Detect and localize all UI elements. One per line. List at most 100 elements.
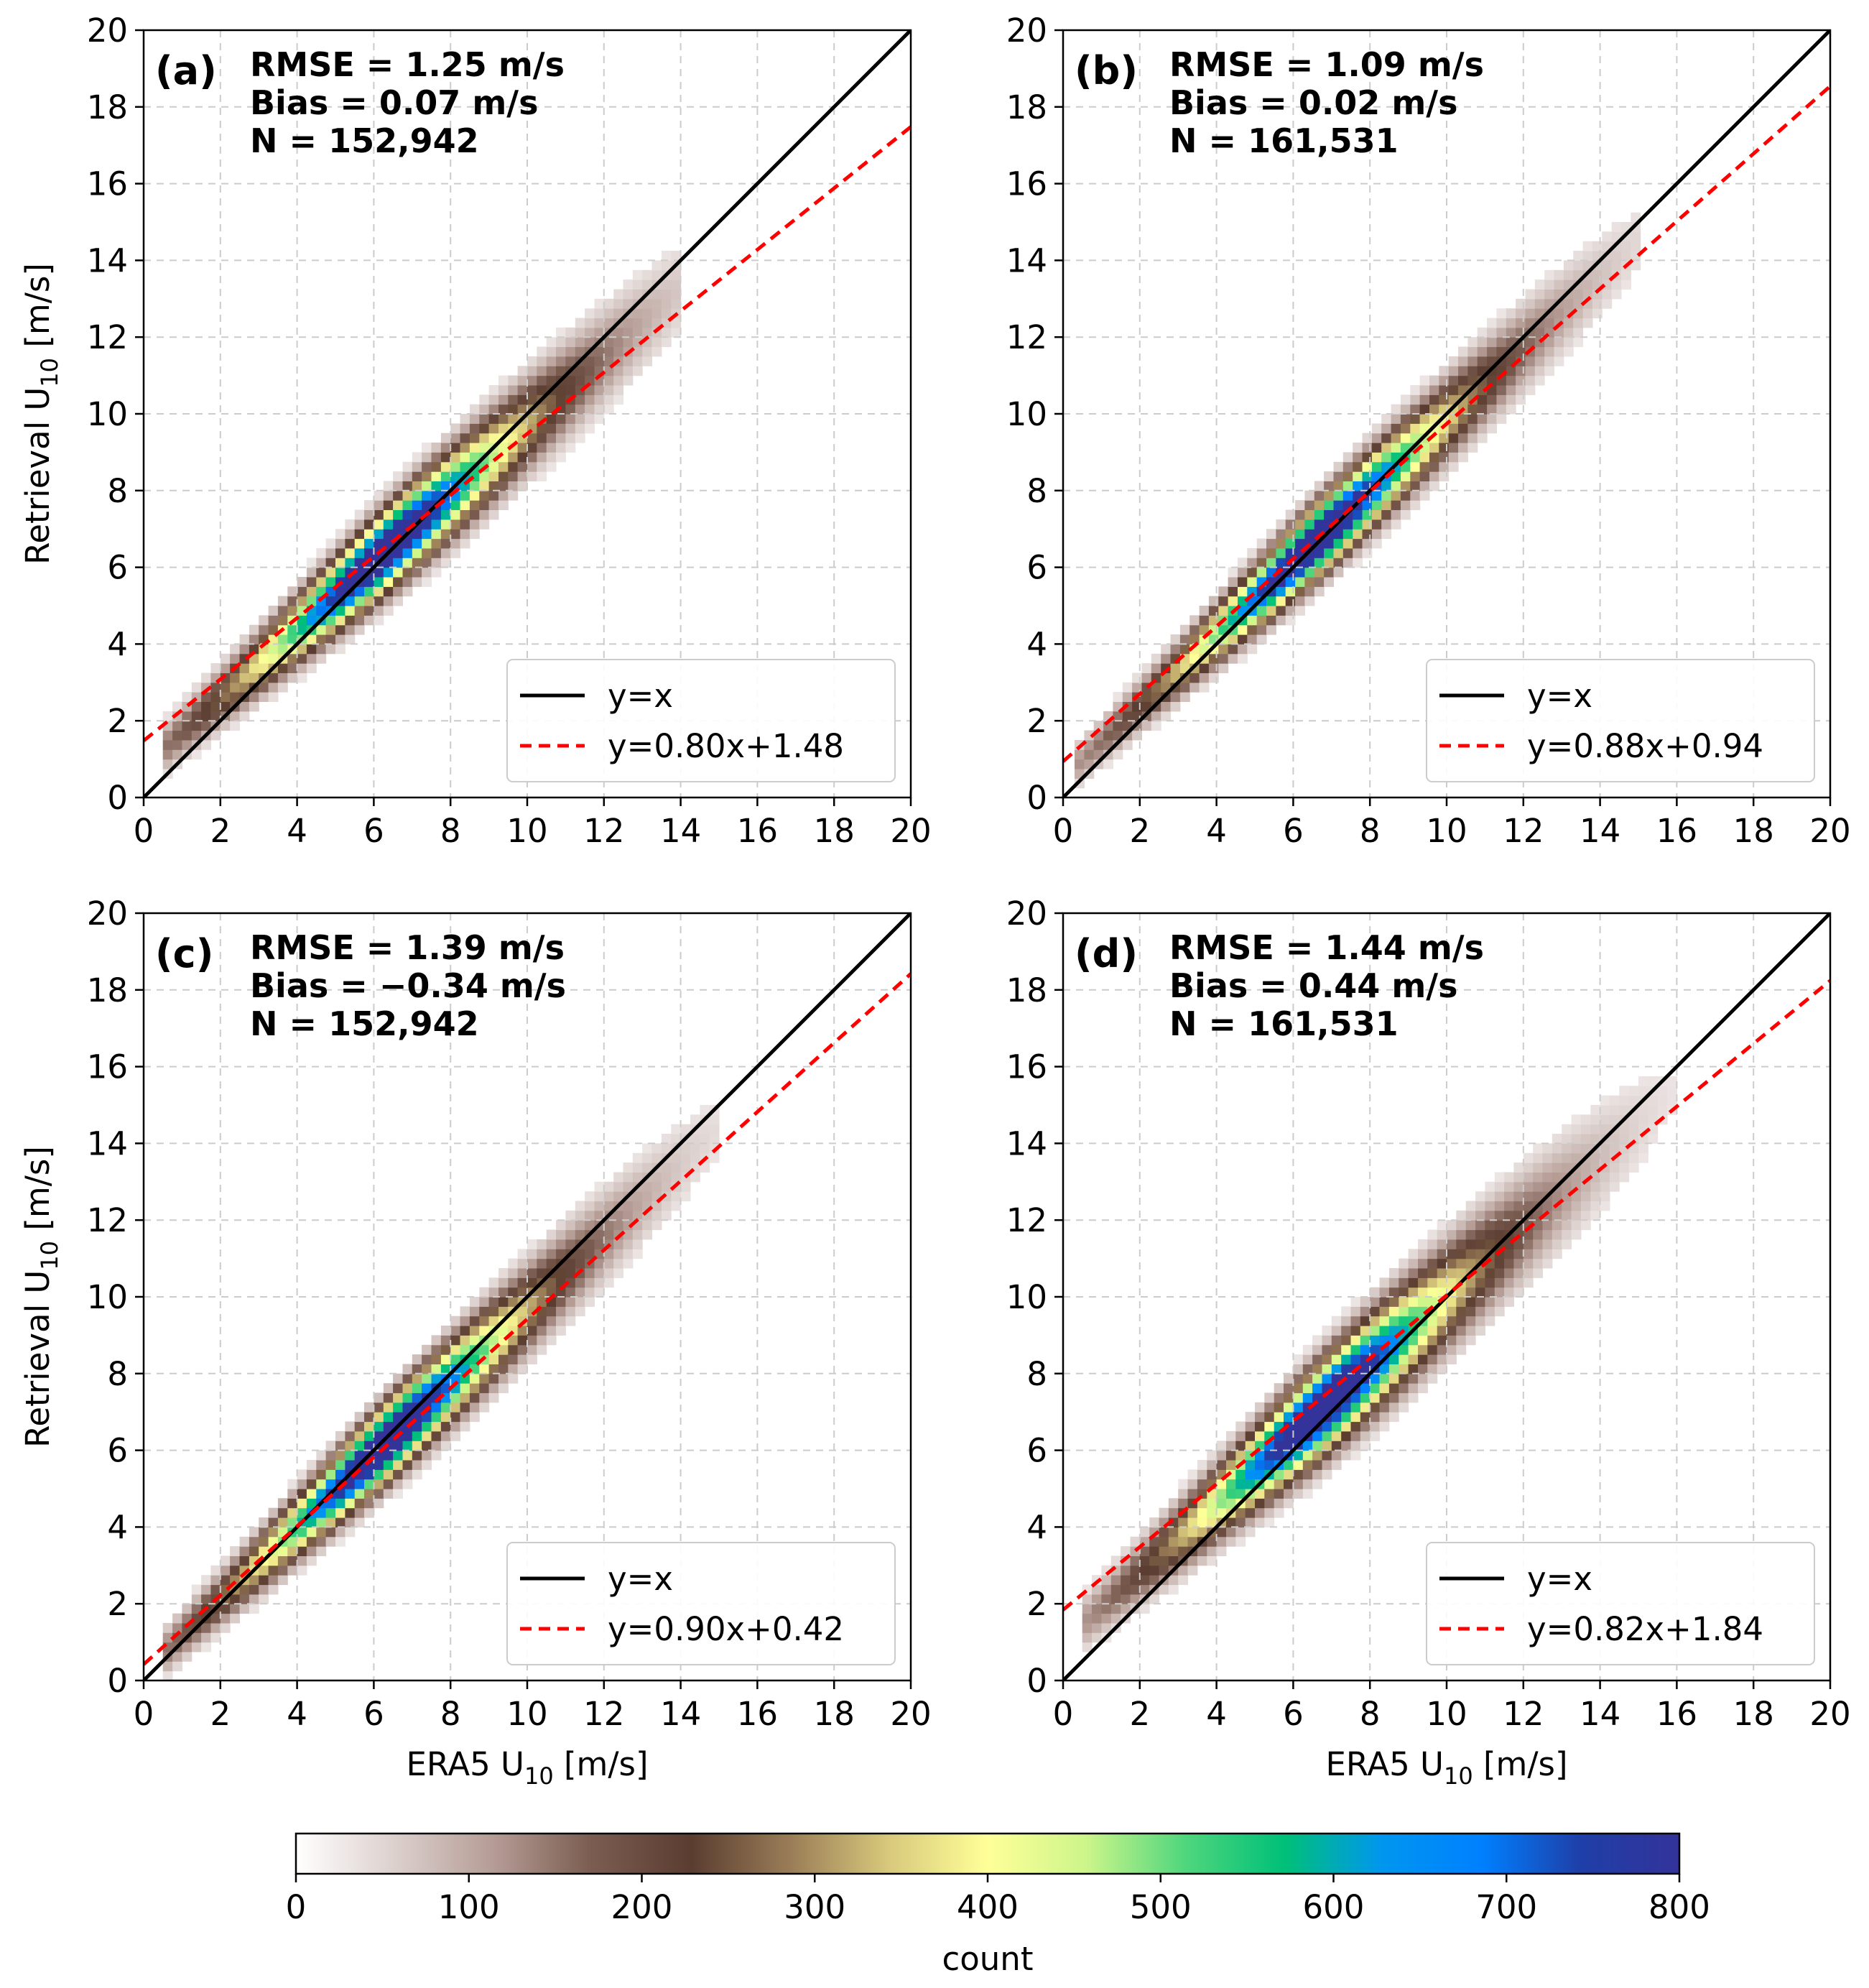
density-cell (1168, 1555, 1179, 1566)
density-cell (1285, 606, 1296, 616)
density-cell (182, 1642, 193, 1652)
density-cell (297, 577, 307, 587)
density-cell (460, 509, 470, 520)
density-cell (1628, 1095, 1639, 1106)
density-cell (460, 452, 470, 463)
density-cell (517, 1344, 528, 1355)
density-cell (402, 1383, 413, 1394)
density-cell (220, 1613, 231, 1624)
legend: y=xy=0.88x+0.94 (1426, 659, 1815, 782)
density-cell (556, 356, 566, 366)
density-cell (1331, 1412, 1342, 1423)
density-cell (1302, 1441, 1313, 1451)
density-cell (249, 1527, 259, 1538)
density-cell (479, 1344, 490, 1355)
density-cell (306, 1546, 317, 1556)
density-cell (1379, 1306, 1390, 1317)
density-cell (1621, 269, 1631, 280)
density-cell (259, 663, 269, 673)
density-cell (249, 1536, 259, 1547)
density-cell (603, 1277, 614, 1288)
density-cell (651, 337, 662, 348)
density-cell (374, 529, 384, 540)
density-cell (1274, 1392, 1284, 1403)
density-cell (402, 509, 413, 520)
density-cell (1448, 461, 1459, 472)
density-cell (508, 404, 519, 415)
density-cell (575, 1297, 585, 1307)
density-cell (1333, 500, 1344, 510)
density-cell (1284, 1402, 1294, 1413)
density-cell (1159, 1555, 1169, 1566)
density-cell (354, 538, 365, 549)
density-cell (1312, 1364, 1322, 1374)
density-cell (1130, 1565, 1141, 1576)
density-cell (1284, 1469, 1294, 1480)
density-cell (249, 1575, 259, 1586)
density-cell (268, 624, 279, 635)
density-cell (632, 1191, 643, 1202)
density-cell (1563, 318, 1574, 328)
density-cell (325, 1527, 336, 1538)
density-cell (1093, 739, 1104, 750)
y-tick-label: 0 (107, 1662, 128, 1700)
density-cell (1456, 1335, 1467, 1346)
density-cell (1600, 1124, 1610, 1134)
density-cell (508, 471, 519, 481)
density-cell (585, 404, 595, 415)
density-cell (1228, 586, 1238, 597)
density-cell (585, 318, 595, 328)
density-cell (460, 1316, 470, 1326)
density-cell (1168, 1575, 1179, 1586)
density-cell (651, 1181, 662, 1192)
density-cell (1170, 644, 1181, 655)
y-tick-label: 12 (1006, 318, 1047, 356)
density-cell (1477, 327, 1488, 338)
density-cell (230, 1594, 240, 1604)
density-cell (297, 596, 307, 606)
density-cell (354, 615, 365, 626)
density-cell (623, 1210, 634, 1221)
density-cell (565, 327, 576, 338)
density-cell (325, 1479, 336, 1489)
density-cell (1602, 289, 1613, 300)
density-cell (383, 558, 394, 568)
density-cell (306, 567, 317, 578)
density-cell (642, 1181, 653, 1192)
density-cell (1619, 1095, 1630, 1106)
density-cell (364, 586, 374, 597)
density-cell (230, 653, 240, 664)
density-cell (479, 443, 490, 453)
density-cell (1465, 1239, 1476, 1249)
density-cell (402, 1469, 413, 1480)
density-cell (297, 1498, 307, 1509)
y-axis-label-unit: [m/s] (19, 1146, 57, 1241)
density-cell (422, 500, 432, 510)
density-cell (1600, 1114, 1610, 1125)
density-cell (325, 644, 336, 655)
density-cell (1228, 567, 1238, 578)
x-tick-label: 18 (814, 1695, 855, 1733)
identity-line (144, 913, 911, 1680)
density-cell (651, 298, 662, 309)
density-cell (1410, 500, 1421, 510)
density-cell (1554, 346, 1564, 357)
density-cell (450, 1316, 461, 1326)
density-cell (1580, 1162, 1591, 1173)
density-cell (354, 1498, 365, 1509)
density-cell (1573, 337, 1584, 348)
density-cell (1496, 404, 1507, 415)
density-cell (268, 682, 279, 693)
density-cell (1504, 1277, 1514, 1288)
density-cell (565, 1210, 576, 1221)
density-cell (594, 1287, 605, 1298)
density-cell (431, 1335, 442, 1346)
density-cell (1408, 1373, 1419, 1384)
x-tick-label: 20 (890, 1695, 931, 1733)
density-cell (316, 653, 327, 664)
density-cell (1284, 1479, 1294, 1489)
x-tick-label: 16 (1656, 1695, 1697, 1733)
density-cell (268, 692, 279, 702)
density-cell (1197, 1517, 1207, 1527)
